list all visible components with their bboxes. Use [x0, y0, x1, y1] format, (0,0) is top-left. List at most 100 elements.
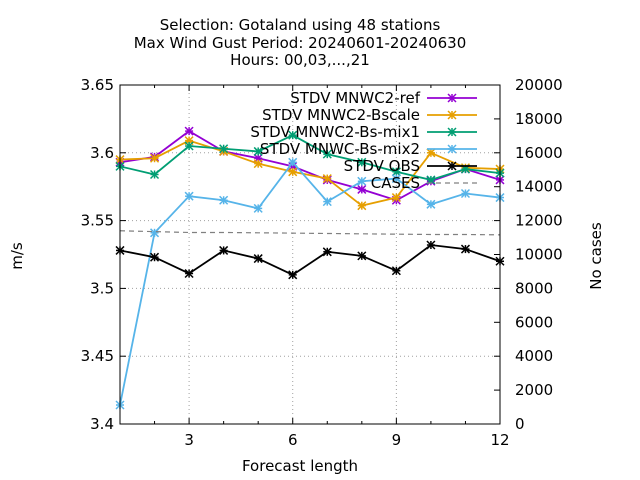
data-point — [391, 167, 401, 177]
marker-stroke — [357, 201, 367, 211]
marker-stroke — [426, 148, 436, 158]
series-line — [119, 160, 501, 406]
marker-stroke — [322, 197, 332, 207]
y-tick-label: 3.65 — [81, 76, 114, 94]
data-point — [426, 148, 436, 158]
data-point — [253, 159, 263, 169]
y2-tick-label: 12000 — [515, 212, 563, 230]
marker-stroke — [288, 167, 298, 177]
marker-stroke — [447, 161, 457, 171]
legend-label: STDV MNWC2-Bs-mix1 — [250, 123, 420, 141]
data-point — [184, 126, 194, 136]
marker-stroke — [219, 245, 229, 255]
y2-tick-label: 0 — [515, 415, 525, 433]
data-point — [150, 169, 160, 180]
marker-stroke — [253, 146, 263, 156]
legend-marker — [447, 144, 457, 154]
marker-stroke — [391, 193, 401, 203]
legend-label: CASES — [371, 174, 420, 192]
y-tick-label: 3.55 — [81, 212, 114, 230]
data-point — [426, 199, 436, 209]
data-point — [460, 188, 470, 199]
marker-stroke — [253, 254, 263, 264]
marker-stroke — [184, 268, 194, 279]
series-6 — [119, 230, 501, 236]
y-tick-label: 3.4 — [90, 415, 114, 433]
data-point — [357, 184, 367, 194]
x-tick-label: 3 — [184, 431, 194, 449]
x-tick-label: 12 — [490, 431, 509, 449]
legend-marker — [447, 127, 457, 137]
marker-stroke — [426, 240, 436, 250]
marker-stroke — [253, 159, 263, 169]
marker-stroke — [460, 188, 470, 199]
series-layer — [115, 126, 505, 410]
y-tick-label: 3.5 — [90, 279, 114, 297]
series-line — [119, 244, 501, 276]
y-tick-label: 3.6 — [90, 144, 114, 162]
marker-stroke — [184, 126, 194, 136]
data-point — [288, 157, 298, 167]
data-point — [150, 252, 160, 262]
chart-title: Selection: Gotaland using 48 stations Ma… — [134, 16, 467, 69]
marker-stroke — [447, 110, 457, 120]
marker-stroke — [447, 144, 457, 154]
title-line-1: Selection: Gotaland using 48 stations — [160, 16, 441, 34]
data-point — [253, 254, 263, 264]
marker-stroke — [357, 157, 367, 167]
y2-tick-label: 16000 — [515, 144, 563, 162]
legend-label: STDV MNWC2-Bscale — [262, 106, 420, 124]
y2-tick-label: 4000 — [515, 347, 553, 365]
legend-label: STDV MNWC2-ref — [290, 89, 420, 107]
y2-tick-label: 6000 — [515, 313, 553, 331]
marker-stroke — [288, 157, 298, 167]
y2-axis-label: No cases — [587, 222, 605, 290]
marker-stroke — [391, 174, 401, 184]
data-point — [219, 144, 229, 154]
legend-item-4: STDV MNWC-Bs-mix2 — [260, 140, 477, 158]
legend-item-1: STDV MNWC2-ref — [290, 89, 477, 107]
data-point — [460, 244, 470, 254]
marker-stroke — [150, 153, 160, 163]
data-point — [219, 195, 229, 205]
marker-stroke — [447, 93, 457, 103]
legend-marker — [447, 110, 457, 120]
legend-label: STDV OBS — [344, 157, 420, 175]
y-axis-label: m/s — [8, 242, 26, 270]
data-point — [150, 153, 160, 163]
plot-frame — [119, 84, 501, 425]
x-axis-label: Forecast length — [242, 457, 358, 475]
marker-stroke — [253, 203, 263, 213]
legend-item-3: STDV MNWC2-Bs-mix1 — [250, 123, 477, 141]
y2-tick-label: 20000 — [515, 76, 563, 94]
x-tick-label: 6 — [288, 431, 298, 449]
y2-tick-label: 14000 — [515, 178, 563, 196]
marker-stroke — [322, 149, 332, 159]
data-point — [322, 174, 332, 184]
marker-stroke — [184, 191, 194, 201]
marker-stroke — [288, 270, 298, 280]
marker-stroke — [357, 176, 367, 186]
marker-stroke — [288, 130, 298, 140]
marker-stroke — [426, 199, 436, 209]
y-tick-label: 3.45 — [81, 347, 114, 365]
data-point — [184, 268, 194, 279]
title-line-3: Hours: 00,03,...,21 — [230, 51, 370, 69]
legend-item-2: STDV MNWC2-Bscale — [262, 106, 477, 124]
series-line — [119, 130, 501, 202]
series-line — [119, 134, 501, 181]
marker-stroke — [391, 167, 401, 177]
legend-item-5: STDV OBS — [344, 157, 477, 175]
data-point — [288, 167, 298, 177]
marker-stroke — [391, 266, 401, 276]
data-point — [253, 203, 263, 213]
axes: 3.4 3.45 3.5 3.55 3.6 3.65 0 2000 4000 6000 8000 10… — [81, 76, 563, 449]
x-tick-label: 9 — [392, 431, 402, 449]
data-point — [184, 191, 194, 201]
data-point — [322, 247, 332, 257]
data-point — [150, 228, 160, 238]
marker-stroke — [150, 169, 160, 180]
series-5 — [115, 240, 505, 280]
series-line — [119, 139, 501, 207]
